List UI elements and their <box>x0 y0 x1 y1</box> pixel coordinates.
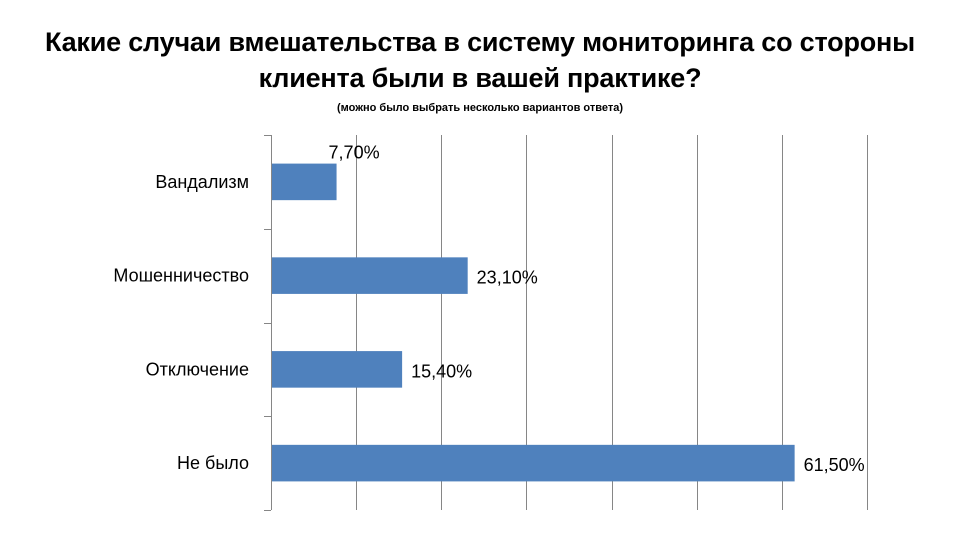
chart-title-line-1: Какие случаи вмешательства в систему мон… <box>44 27 916 57</box>
bar-3 <box>272 351 403 388</box>
category-label: Не было <box>177 453 249 473</box>
data-label: 7,70% <box>329 143 380 163</box>
bar-1 <box>272 163 337 201</box>
bar-2 <box>272 257 468 294</box>
chart-subtitle: (можно было выбрать несколько вариантов … <box>336 102 624 114</box>
data-label: 61,50% <box>804 455 865 475</box>
category-label: Вандализм <box>155 172 249 192</box>
chart-title-line-2: клиента были в вашей практике? <box>258 63 702 93</box>
category-label: Мошенничество <box>113 266 249 286</box>
category-label: Отключение <box>146 359 249 379</box>
bar-4 <box>272 444 795 482</box>
data-label: 23,10% <box>477 268 538 288</box>
data-label: 15,40% <box>411 361 472 381</box>
chart-title-block: Какие случаи вмешательства в систему мон… <box>0 24 960 114</box>
